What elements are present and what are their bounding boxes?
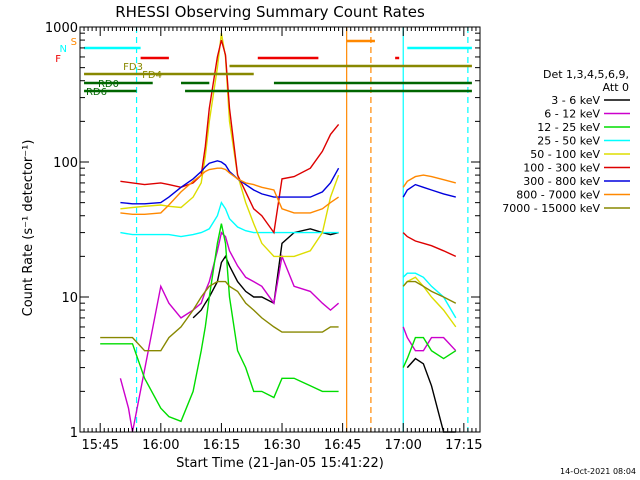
flag-s: S [71, 37, 375, 48]
series-layer [100, 33, 457, 433]
legend-header-line-1: Det 1,3,4,5,6,9, [543, 68, 629, 81]
series-300-800-kev [120, 160, 456, 205]
series-line-6-12-kev [119, 231, 340, 433]
vertical-marker-layer [135, 27, 469, 432]
legend-entry-label: 3 - 6 keV [551, 94, 600, 107]
series-line-100-300-kev [402, 232, 457, 258]
chart-title: RHESSI Observing Summary Count Rates [115, 3, 425, 21]
series-line-7000-15000-kev [100, 280, 339, 352]
y-tick-label: 10 [61, 291, 78, 306]
series-7000-15000-kev [100, 280, 457, 352]
flag-s-label: S [71, 37, 77, 48]
x-tick-label: 17:15 [445, 438, 482, 453]
series-800-7000-kev [120, 167, 456, 216]
x-tick-label: 16:45 [324, 438, 361, 453]
series-12-25-kev [100, 223, 457, 423]
flag-fd4: FD4 [84, 70, 254, 81]
legend-entry-label: 25 - 50 keV [537, 135, 600, 148]
legend-entry-label: 7000 - 15000 keV [502, 202, 600, 215]
series-line-12-25-kev [402, 336, 457, 368]
flag-fd3-label: FD3 [123, 62, 143, 73]
legend-entry-label: 50 - 100 keV [530, 148, 600, 161]
axes-layer: 1 10 100 1000 15:45 16:00 16:15 16:30 16:45 17:00… [45, 21, 483, 453]
timestamp: 14-Oct-2021 08:04 [560, 467, 636, 476]
flag-f-label: F [55, 54, 61, 65]
flag-rd6-label: RD6 [86, 87, 107, 98]
series-line-12-25-kev [100, 223, 339, 423]
series-6-12-kev [119, 231, 457, 433]
y-tick-label: 1 [70, 426, 78, 441]
x-tick-label: 16:00 [142, 438, 179, 453]
y-tick-label: 1000 [45, 21, 78, 36]
legend-entry-label: 100 - 300 keV [523, 162, 600, 175]
legend-entry-label: 300 - 800 keV [523, 175, 600, 188]
x-tick-label: 16:30 [263, 438, 300, 453]
legend-header-line-2: Att 0 [603, 81, 629, 94]
x-tick-label: 15:45 [81, 438, 118, 453]
x-axis-label: Start Time (21-Jan-05 15:41:22) [176, 456, 384, 471]
series-line-6-12-kev [402, 326, 457, 352]
flag-rd0: RD0 [84, 79, 472, 90]
x-tick-label: 17:00 [384, 438, 421, 453]
flag-rd0-label: RD0 [98, 79, 119, 90]
legend-entry-label: 12 - 25 keV [537, 121, 600, 134]
flag-n: N [60, 44, 472, 55]
flag-f: F [55, 54, 400, 65]
flag-rd6: RD6 [84, 87, 472, 98]
flag-fd3: FD3 [123, 62, 472, 73]
series-line-25-50-kev [120, 200, 339, 238]
series-line-7000-15000-kev [402, 280, 457, 304]
legend-entry-label: 800 - 7000 keV [516, 189, 600, 202]
series-line-800-7000-kev [402, 174, 456, 188]
series-line-300-800-kev [120, 160, 340, 205]
series-100-300-kev [120, 39, 457, 258]
x-tick-label: 16:15 [203, 438, 240, 453]
series-line-300-800-kev [402, 183, 456, 198]
plot-frame [79, 26, 481, 433]
series-line-800-7000-kev [120, 167, 339, 216]
y-tick-label: 100 [53, 156, 78, 171]
y-axis-label: Count Rate (s⁻¹ detector⁻¹) [21, 140, 36, 317]
flag-fd4-label: FD4 [142, 70, 162, 81]
flag-n-label: N [60, 44, 67, 55]
series-line-100-300-kev [120, 39, 340, 235]
legend-entry-label: 6 - 12 keV [544, 108, 600, 121]
